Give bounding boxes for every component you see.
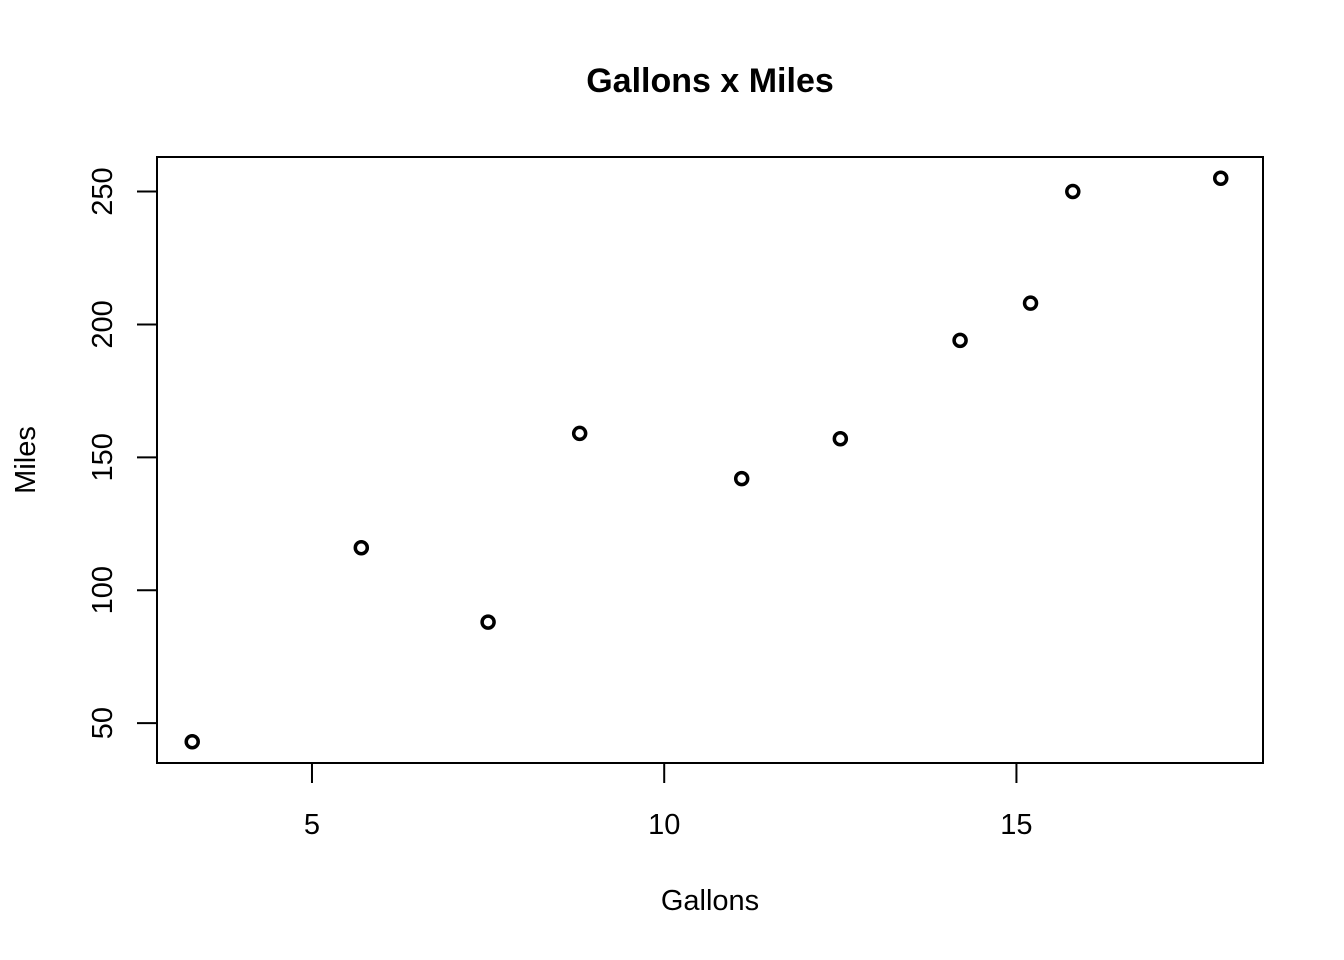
data-point <box>571 425 588 442</box>
y-tick-label: 50 <box>87 707 119 739</box>
data-point <box>733 470 750 487</box>
data-point <box>353 539 370 556</box>
x-tick-label: 5 <box>304 809 320 841</box>
plot-frame <box>156 156 1264 764</box>
x-tick-label: 10 <box>648 809 680 841</box>
data-point <box>1065 183 1081 200</box>
data-point <box>952 332 968 349</box>
data-point <box>184 733 200 750</box>
x-axis: 5 10 15 <box>304 762 1033 841</box>
x-tick-label: 15 <box>1000 809 1032 841</box>
data-point <box>1022 295 1039 311</box>
data-point <box>480 614 496 630</box>
chart-title: Gallons x Miles <box>586 62 834 100</box>
data-points <box>184 170 1229 750</box>
data-point <box>832 430 849 447</box>
y-tick-label: 250 <box>87 167 119 215</box>
data-point <box>1212 170 1229 187</box>
x-axis-label: Gallons <box>661 885 759 917</box>
y-axis: 50 100 150 200 250 <box>87 167 158 739</box>
y-tick-label: 100 <box>87 566 119 614</box>
y-axis-label: Miles <box>10 426 42 494</box>
y-tick-label: 200 <box>87 300 119 348</box>
y-tick-label: 150 <box>87 433 119 481</box>
